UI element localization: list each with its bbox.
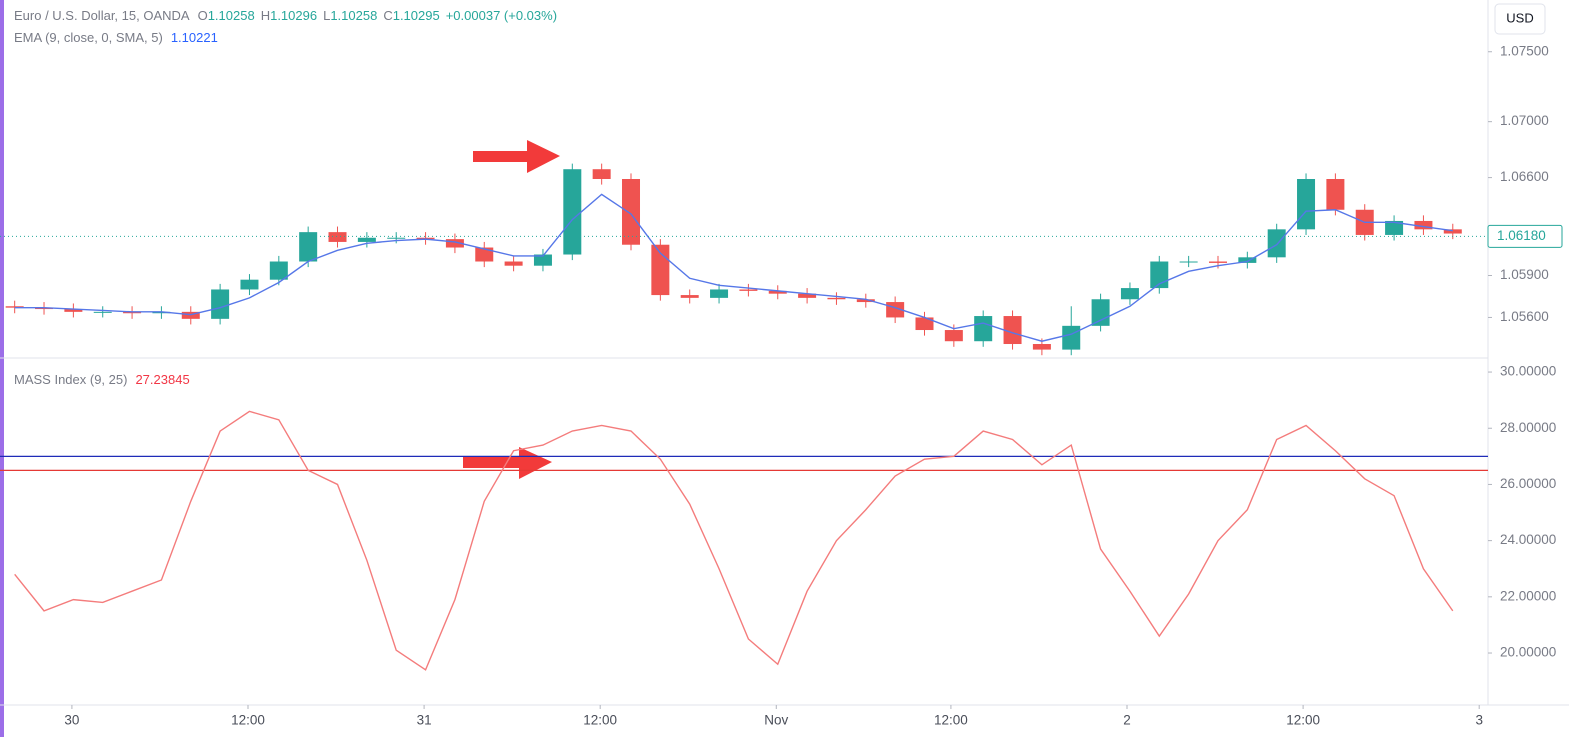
- ohlc-value: 1.10296: [270, 8, 317, 23]
- currency[interactable]: USD: [1506, 10, 1533, 25]
- candle-body: [680, 295, 699, 298]
- x-tick-label: 31: [417, 713, 432, 728]
- y-tick-label: 20.00000: [1500, 645, 1556, 660]
- candle-body: [328, 232, 347, 242]
- candle-body: [64, 309, 83, 312]
- candle-body: [533, 254, 552, 266]
- currency-box[interactable]: [1494, 3, 1546, 35]
- x-tick-label: 12:00: [934, 713, 968, 728]
- candle-body: [357, 237, 376, 242]
- candle-body: [269, 261, 288, 280]
- candle-body: [1062, 325, 1081, 350]
- x-tick-label: 2: [1123, 713, 1131, 728]
- y-tick-label: 26.00000: [1500, 476, 1556, 491]
- y-tick-label: 1.05900: [1500, 267, 1549, 282]
- candle-body: [1091, 299, 1110, 326]
- y-tick-label: 30.00000: [1500, 364, 1556, 379]
- ohlc-label: O: [198, 8, 208, 23]
- candle-body: [1326, 179, 1345, 210]
- candle-body: [944, 330, 963, 342]
- candle-body: [1179, 261, 1198, 263]
- legend-value: 27.23845: [135, 372, 189, 387]
- candle-body: [445, 239, 464, 248]
- candle-body: [915, 317, 934, 331]
- y-tick-label: 1.07000: [1500, 113, 1549, 128]
- candle-body: [798, 293, 817, 298]
- change: +0.00037 (+0.03%): [446, 8, 557, 23]
- candle-body: [1032, 344, 1051, 350]
- candle-body: [240, 279, 259, 290]
- x-tick-label: 12:00: [583, 713, 617, 728]
- y-tick-label: 1.05600: [1500, 309, 1549, 324]
- candle-body: [1267, 229, 1286, 258]
- last-price-label: 1.06180: [1497, 228, 1546, 243]
- x-tick-label: 30: [64, 713, 79, 728]
- arrow: [473, 140, 560, 173]
- y-tick-label: 1.06600: [1500, 169, 1549, 184]
- candle-body: [1443, 229, 1462, 234]
- series-line: [14, 193, 1453, 342]
- candle-body: [592, 169, 611, 179]
- arrow: [463, 447, 552, 479]
- candle-body: [299, 232, 318, 262]
- left-border: [0, 0, 4, 737]
- candle-body: [1208, 261, 1227, 263]
- candle-body: [827, 297, 846, 300]
- legend-name: MASS Index (9, 25): [14, 372, 127, 387]
- x-tick-label: Nov: [764, 713, 788, 728]
- candle-body: [1238, 257, 1257, 263]
- candle-body: [1385, 220, 1404, 235]
- candle-body: [1297, 179, 1316, 230]
- series-line: [14, 410, 1454, 671]
- legend: MASS Index (9, 25) 27.23845: [14, 372, 190, 387]
- candle-body: [1120, 288, 1139, 300]
- legend: EMA (9, close, 0, SMA, 5) 1.10221: [14, 30, 218, 45]
- candle-body: [504, 261, 523, 266]
- legend: Euro / U.S. Dollar, 15, OANDA O1.10258 H1.…: [14, 8, 557, 23]
- legend-name: EMA (9, close, 0, SMA, 5): [14, 30, 163, 45]
- candle-body: [974, 316, 993, 342]
- candle-body: [1414, 220, 1433, 230]
- candle-body: [211, 289, 230, 319]
- x-tick-label: 12:00: [1286, 713, 1320, 728]
- ohlc-label: L: [323, 8, 330, 23]
- candle-body: [563, 169, 582, 255]
- ohlc-label: C: [383, 8, 392, 23]
- ohlc-value: 1.10258: [208, 8, 255, 23]
- ohlc-value: 1.10295: [393, 8, 440, 23]
- candle-body: [856, 299, 875, 303]
- candle-body: [387, 237, 406, 239]
- candle-body: [768, 290, 787, 294]
- legend-title: Euro / U.S. Dollar, 15, OANDA: [14, 8, 190, 23]
- y-tick-label: 1.07500: [1500, 43, 1549, 58]
- ohlc-value: 1.10258: [330, 8, 377, 23]
- x-tick-label: 3: [1475, 713, 1483, 728]
- y-tick-label: 28.00000: [1500, 420, 1556, 435]
- legend-value: 1.10221: [171, 30, 218, 45]
- last-price-box: [1487, 224, 1563, 248]
- candle-body: [1003, 316, 1022, 345]
- ohlc-label: H: [261, 8, 270, 23]
- candle-body: [475, 247, 494, 262]
- candle-body: [739, 289, 758, 291]
- candle-body: [622, 179, 641, 245]
- candle-body: [710, 289, 729, 298]
- x-tick-label: 12:00: [231, 713, 265, 728]
- y-tick-label: 22.00000: [1500, 588, 1556, 603]
- y-tick-label: 24.00000: [1500, 532, 1556, 547]
- candle-body: [93, 311, 112, 313]
